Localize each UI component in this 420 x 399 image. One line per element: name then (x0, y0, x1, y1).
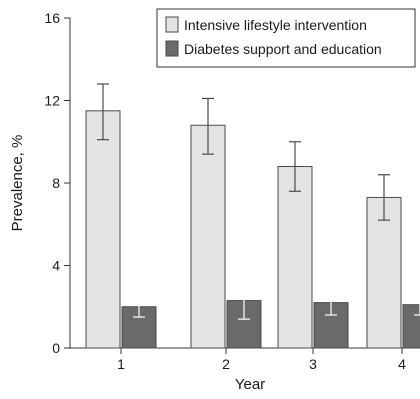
legend-swatch-support (165, 40, 179, 57)
x-tick-label: 2 (222, 356, 230, 372)
x-axis-label: Year (235, 376, 265, 393)
y-tick-label: 16 (44, 10, 60, 26)
y-tick-label: 8 (52, 175, 60, 191)
y-tick-label: 0 (52, 340, 60, 356)
y-axis-label: Prevalence, % (9, 135, 26, 232)
x-tick-label: 3 (309, 356, 317, 372)
legend-label-intervention: Intensive lifestyle intervention (184, 17, 367, 33)
bar-intervention-year-2 (190, 124, 226, 349)
bar-intervention-year-3 (277, 166, 313, 349)
bar-support-year-4 (402, 304, 420, 349)
bar-intervention-year-1 (85, 110, 121, 349)
y-tick-label: 4 (52, 258, 60, 274)
legend-swatch-intervention (165, 16, 179, 33)
y-tick-label: 12 (44, 93, 60, 109)
x-tick-label: 1 (117, 356, 125, 372)
legend-box (156, 8, 416, 68)
legend-label-support: Diabetes support and education (184, 41, 382, 57)
bar-support-year-2 (226, 300, 262, 349)
x-tick-label: 4 (398, 356, 406, 372)
bar-intervention-year-4 (366, 196, 402, 349)
